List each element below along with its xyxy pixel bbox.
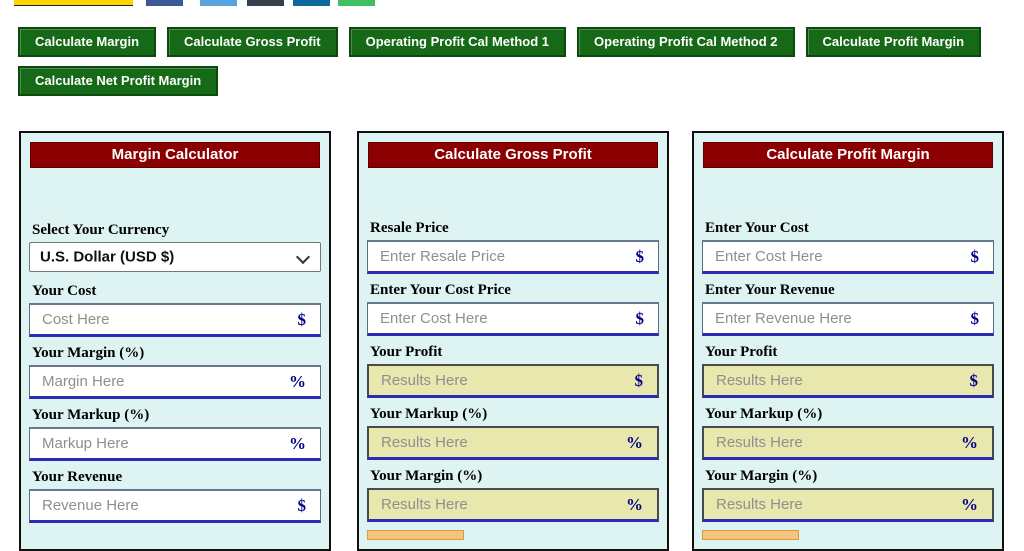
profit-result-field: $ bbox=[702, 364, 994, 398]
dollar-suffix: $ bbox=[969, 370, 979, 390]
dollar-suffix: $ bbox=[970, 246, 980, 266]
cost-field: $ bbox=[702, 240, 994, 274]
resale-price-field: $ bbox=[367, 240, 659, 274]
margin-field: % bbox=[29, 365, 321, 399]
currency-label: Select Your Currency bbox=[32, 222, 170, 238]
resale-price-input[interactable] bbox=[368, 242, 658, 271]
whatsapp-icon[interactable] bbox=[338, 0, 375, 6]
margin-result-label: Your Margin (%) bbox=[705, 468, 818, 484]
percent-suffix: % bbox=[289, 371, 306, 391]
markup-result-output bbox=[369, 428, 657, 457]
markup-input[interactable] bbox=[30, 429, 320, 458]
facebook-icon[interactable] bbox=[146, 0, 183, 6]
profit-margin-panel: Calculate Profit Margin Enter Your Cost … bbox=[692, 131, 1004, 551]
cost-price-input[interactable] bbox=[368, 304, 658, 333]
percent-suffix: % bbox=[961, 432, 978, 452]
profit-result-output bbox=[704, 366, 992, 395]
tumblr-icon[interactable] bbox=[247, 0, 284, 6]
social-strip bbox=[0, 0, 1024, 8]
markup-result-label: Your Markup (%) bbox=[705, 406, 823, 422]
calculate-margin-button[interactable]: Calculate Margin bbox=[18, 27, 157, 57]
margin-result-field: % bbox=[702, 488, 994, 522]
panel-title: Calculate Gross Profit bbox=[368, 142, 658, 168]
highlight-underline bbox=[14, 0, 133, 6]
profit-result-field: $ bbox=[367, 364, 659, 398]
margin-result-label: Your Margin (%) bbox=[370, 468, 483, 484]
cost-input[interactable] bbox=[703, 242, 993, 271]
profit-result-label: Your Profit bbox=[705, 344, 778, 360]
dollar-suffix: $ bbox=[297, 495, 307, 515]
currency-select[interactable]: U.S. Dollar (USD $) bbox=[29, 242, 321, 272]
profit-result-label: Your Profit bbox=[370, 344, 443, 360]
cost-label: Your Cost bbox=[32, 283, 97, 299]
percent-suffix: % bbox=[626, 494, 643, 514]
gross-profit-panel: Calculate Gross Profit Resale Price $ En… bbox=[357, 131, 669, 551]
markup-result-label: Your Markup (%) bbox=[370, 406, 488, 422]
margin-label: Your Margin (%) bbox=[32, 345, 145, 361]
revenue-label: Enter Your Revenue bbox=[705, 282, 835, 298]
operating-profit-method2-button[interactable]: Operating Profit Cal Method 2 bbox=[577, 27, 795, 57]
panel-fields: Enter Your Cost $ Enter Your Revenue $ Y… bbox=[694, 168, 1002, 540]
cost-price-field: $ bbox=[367, 302, 659, 336]
revenue-input[interactable] bbox=[30, 491, 320, 520]
twitter-icon[interactable] bbox=[200, 0, 237, 6]
calculate-net-profit-margin-button[interactable]: Calculate Net Profit Margin bbox=[18, 66, 219, 96]
profit-result-output bbox=[369, 366, 657, 395]
calculator-nav: Calculate Margin Calculate Gross Profit … bbox=[18, 27, 1008, 105]
cost-field: $ bbox=[29, 303, 321, 337]
margin-result-field: % bbox=[367, 488, 659, 522]
revenue-field: $ bbox=[702, 302, 994, 336]
calculate-gross-profit-button[interactable]: Calculate Gross Profit bbox=[167, 27, 338, 57]
dollar-suffix: $ bbox=[970, 308, 980, 328]
markup-result-output bbox=[704, 428, 992, 457]
calculate-button-clipped[interactable] bbox=[702, 530, 799, 540]
markup-result-field: % bbox=[367, 426, 659, 460]
percent-suffix: % bbox=[289, 433, 306, 453]
markup-field: % bbox=[29, 427, 321, 461]
panel-fields: Resale Price $ Enter Your Cost Price $ Y… bbox=[359, 168, 667, 540]
panel-fields: Select Your Currency U.S. Dollar (USD $)… bbox=[21, 168, 329, 523]
resale-price-label: Resale Price bbox=[370, 220, 449, 236]
dollar-suffix: $ bbox=[634, 370, 644, 390]
panel-title: Margin Calculator bbox=[30, 142, 320, 168]
calculate-button-clipped[interactable] bbox=[367, 530, 464, 540]
cost-price-label: Enter Your Cost Price bbox=[370, 282, 511, 298]
chevron-down-icon bbox=[295, 249, 311, 265]
dollar-suffix: $ bbox=[297, 309, 307, 329]
operating-profit-method1-button[interactable]: Operating Profit Cal Method 1 bbox=[348, 27, 567, 57]
revenue-field: $ bbox=[29, 489, 321, 523]
linkedin-icon[interactable] bbox=[293, 0, 330, 6]
nav-row-2: Calculate Net Profit Margin bbox=[18, 66, 1008, 96]
percent-suffix: % bbox=[626, 432, 643, 452]
currency-selected-value: U.S. Dollar (USD $) bbox=[40, 248, 175, 266]
panel-title: Calculate Profit Margin bbox=[703, 142, 993, 168]
markup-label: Your Markup (%) bbox=[32, 407, 150, 423]
margin-input[interactable] bbox=[30, 367, 320, 396]
margin-result-output bbox=[369, 490, 657, 519]
dollar-suffix: $ bbox=[635, 246, 645, 266]
margin-result-output bbox=[704, 490, 992, 519]
calculate-profit-margin-button[interactable]: Calculate Profit Margin bbox=[805, 27, 982, 57]
dollar-suffix: $ bbox=[635, 308, 645, 328]
margin-calculator-panel: Margin Calculator Select Your Currency U… bbox=[19, 131, 331, 551]
cost-label: Enter Your Cost bbox=[705, 220, 809, 236]
revenue-input[interactable] bbox=[703, 304, 993, 333]
markup-result-field: % bbox=[702, 426, 994, 460]
percent-suffix: % bbox=[961, 494, 978, 514]
revenue-label: Your Revenue bbox=[32, 469, 123, 485]
nav-row-1: Calculate Margin Calculate Gross Profit … bbox=[18, 27, 1008, 57]
cost-input[interactable] bbox=[30, 305, 320, 334]
